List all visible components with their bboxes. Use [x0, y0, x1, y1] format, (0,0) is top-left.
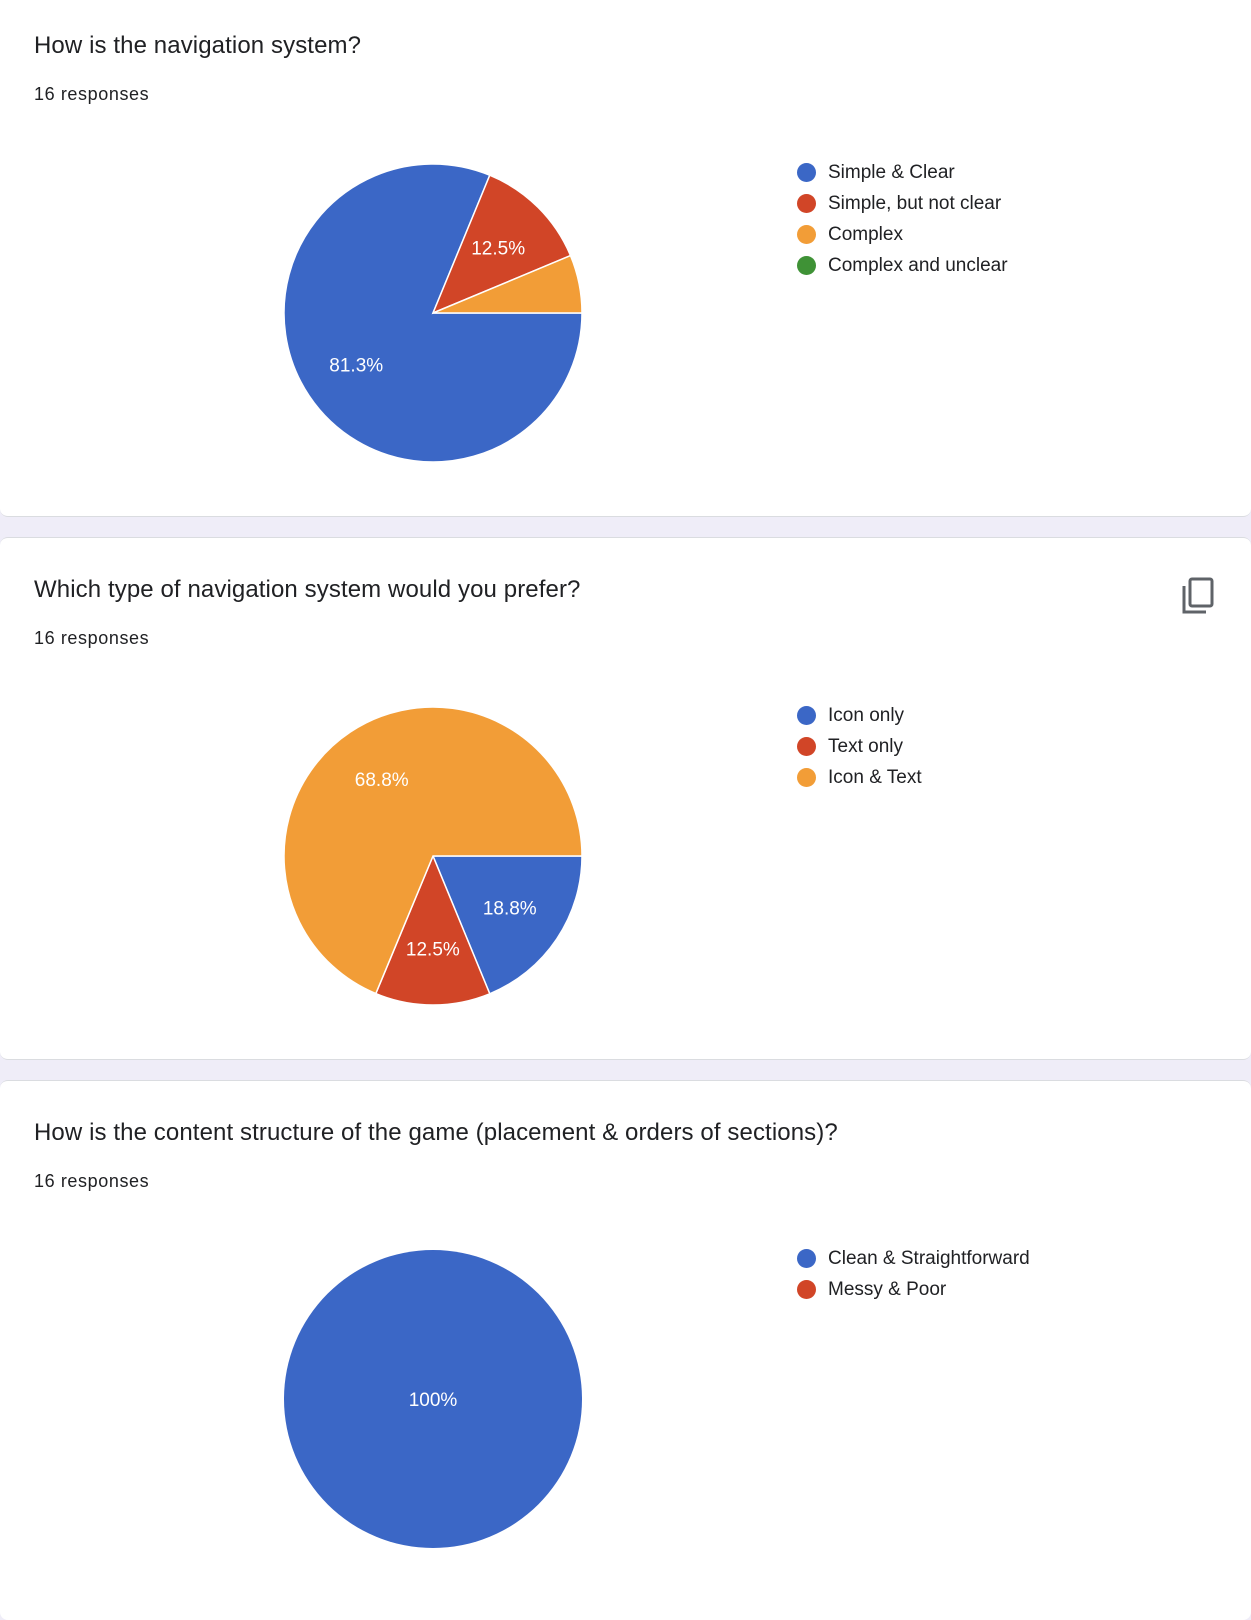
pie-chart-svg: 18.8% 12.5% 68.8% — [283, 706, 583, 1006]
question-card-1: How is the navigation system? 16 respons… — [0, 0, 1251, 517]
chart-legend: Clean & Straightforward Messy & Poor — [797, 1243, 1030, 1305]
legend-dot — [797, 225, 816, 244]
legend-label: Clean & Straightforward — [828, 1247, 1030, 1269]
pie-slice[interactable] — [284, 1250, 582, 1548]
legend-item[interactable]: Simple & Clear — [797, 157, 1008, 188]
question-card-2: Which type of navigation system would yo… — [0, 537, 1251, 1060]
legend-label: Simple & Clear — [828, 161, 955, 183]
question-title: How is the content structure of the game… — [34, 1119, 838, 1146]
pie-slice[interactable] — [431, 855, 583, 995]
pie-chart: 100% — [283, 1249, 583, 1549]
chart-legend: Simple & Clear Simple, but not clear Com… — [797, 157, 1008, 281]
chart-legend: Icon only Text only Icon & Text — [797, 700, 922, 793]
legend-dot — [797, 768, 816, 787]
legend-item[interactable]: Messy & Poor — [797, 1274, 1030, 1305]
response-count: 16 responses — [34, 628, 150, 648]
copy-icon[interactable] — [1180, 576, 1216, 616]
legend-item[interactable]: Complex — [797, 219, 1008, 250]
pie-slice[interactable] — [431, 174, 572, 315]
response-count: 16 responses — [34, 1171, 150, 1191]
pie-chart: 81.3% 12.5% — [283, 163, 583, 463]
legend-label: Text only — [828, 735, 903, 757]
legend-dot — [797, 1249, 816, 1268]
question-card-3: How is the content structure of the game… — [0, 1080, 1251, 1620]
legend-label: Simple, but not clear — [828, 192, 1002, 214]
legend-label: Messy & Poor — [828, 1278, 947, 1300]
response-count: 16 responses — [34, 84, 150, 104]
legend-item[interactable]: Clean & Straightforward — [797, 1243, 1030, 1274]
slice-label: 12.5% — [471, 239, 525, 260]
legend-dot — [797, 1280, 816, 1299]
pie-slice[interactable] — [432, 254, 583, 314]
slice-label: 100% — [409, 1390, 458, 1411]
slice-label: 12.5% — [406, 939, 460, 960]
legend-label: Icon only — [828, 704, 905, 726]
legend-item[interactable]: Icon only — [797, 700, 922, 731]
legend-item[interactable]: Icon & Text — [797, 762, 922, 793]
legend-item[interactable]: Complex and unclear — [797, 250, 1008, 281]
question-title: How is the navigation system? — [34, 32, 362, 59]
legend-item[interactable]: Simple, but not clear — [797, 188, 1008, 219]
legend-dot — [797, 706, 816, 725]
legend-dot — [797, 256, 816, 275]
slice-label: 18.8% — [483, 898, 537, 919]
legend-dot — [797, 194, 816, 213]
pie-slice[interactable] — [283, 706, 583, 995]
legend-label: Complex — [828, 223, 903, 245]
legend-item[interactable]: Text only — [797, 731, 922, 762]
slice-label: 81.3% — [329, 355, 383, 376]
legend-dot — [797, 737, 816, 756]
legend-label: Icon & Text — [828, 766, 922, 788]
slice-label: 68.8% — [355, 770, 409, 791]
pie-chart: 18.8% 12.5% 68.8% — [283, 706, 583, 1006]
pie-chart-svg: 81.3% 12.5% — [283, 163, 583, 463]
pie-chart-svg: 100% — [284, 1250, 582, 1548]
pie-slice[interactable] — [374, 854, 491, 1006]
question-title: Which type of navigation system would yo… — [34, 576, 581, 603]
legend-dot — [797, 163, 816, 182]
legend-label: Complex and unclear — [828, 254, 1008, 276]
